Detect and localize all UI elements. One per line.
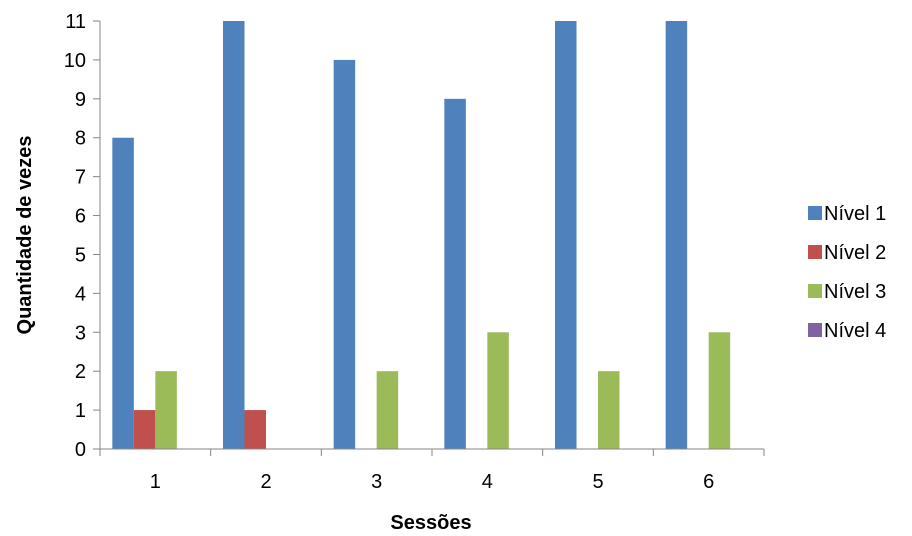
legend-swatch [808, 206, 822, 220]
legend-label: Nível 2 [824, 242, 886, 264]
x-tick-labels: 1 2 3 4 5 6 [150, 471, 714, 493]
x-tick-label: 2 [260, 471, 271, 493]
bar-series-2-category-2 [244, 410, 266, 449]
bar-series-2-category-1 [133, 410, 156, 449]
x-tick-label: 5 [592, 471, 603, 493]
y-tick-label: 11 [65, 11, 86, 33]
legend-swatch [808, 245, 822, 259]
bar-series-3-category-6 [708, 332, 731, 449]
legend-swatch [808, 284, 822, 298]
bar-series-3-category-1 [155, 371, 177, 449]
y-tick-label: 2 [75, 361, 86, 383]
y-tick-label: 9 [75, 89, 86, 111]
bar-series-1-category-6 [665, 21, 688, 449]
y-tick-labels: 0 1 2 3 4 5 6 7 8 9 10 11 [64, 11, 86, 461]
y-tick-label: 3 [75, 322, 86, 344]
y-tick-label: 8 [75, 128, 86, 150]
legend-swatch [808, 323, 822, 337]
legend-label: Nível 3 [824, 281, 886, 303]
bar-series-3-category-3 [376, 371, 399, 449]
bars [112, 21, 731, 450]
bar-series-1-category-5 [555, 21, 577, 449]
bar-series-1-category-2 [223, 21, 245, 449]
x-axis-title: Sessões [390, 512, 471, 534]
axes [93, 20, 765, 456]
bar-series-1-category-3 [333, 59, 356, 449]
legend-label: Nível 4 [824, 320, 886, 342]
bar-series-3-category-4 [487, 332, 509, 449]
y-tick-label: 0 [75, 439, 86, 461]
bar-series-1-category-1 [112, 137, 134, 450]
y-tick-label: 5 [75, 244, 86, 266]
x-tick-label: 6 [703, 471, 714, 493]
y-axis-title: Quantidade de vezes [14, 136, 36, 335]
bar-series-1-category-4 [444, 98, 466, 449]
legend: Nível 1 Nível 2 Nível 3 Nível 4 [808, 203, 886, 342]
y-tick-label: 7 [75, 167, 86, 189]
y-tick-label: 1 [75, 400, 86, 422]
x-tick-label: 4 [482, 471, 493, 493]
bar-series-3-category-5 [598, 371, 620, 449]
x-tick-label: 1 [150, 471, 161, 493]
legend-label: Nível 1 [824, 203, 886, 225]
x-tick-label: 3 [371, 471, 382, 493]
y-tick-label: 10 [64, 50, 86, 72]
y-tick-label: 6 [75, 206, 86, 228]
y-tick-label: 4 [75, 283, 86, 305]
